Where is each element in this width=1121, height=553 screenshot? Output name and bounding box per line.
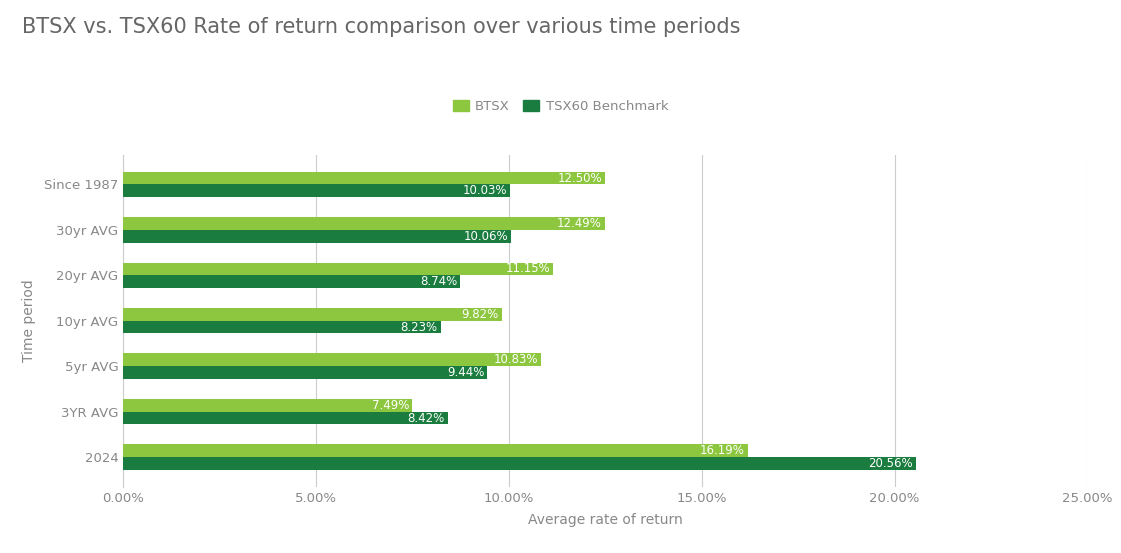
Bar (123, 399, 413, 411)
Text: 16.19%: 16.19% (700, 444, 744, 457)
Text: 10.83%: 10.83% (493, 353, 538, 366)
Bar (123, 263, 554, 275)
Text: BTSX vs. TSX60 Rate of return comparison over various time periods: BTSX vs. TSX60 Rate of return comparison… (22, 17, 741, 36)
Y-axis label: Time period: Time period (22, 279, 36, 362)
Bar (123, 171, 605, 184)
Legend: BTSX, TSX60 Benchmark: BTSX, TSX60 Benchmark (447, 95, 674, 119)
Bar (123, 353, 541, 366)
Bar (123, 217, 605, 230)
Bar (123, 275, 461, 288)
Text: 11.15%: 11.15% (506, 263, 550, 275)
Bar (123, 184, 510, 197)
Bar (123, 230, 511, 243)
Text: 10.06%: 10.06% (464, 229, 508, 243)
Text: 20.56%: 20.56% (869, 457, 914, 470)
Text: 10.03%: 10.03% (463, 184, 507, 197)
Bar (123, 308, 502, 321)
Text: 8.74%: 8.74% (420, 275, 457, 288)
Bar (123, 457, 916, 470)
X-axis label: Average rate of return: Average rate of return (528, 513, 683, 527)
Bar (123, 321, 441, 333)
Text: 12.49%: 12.49% (557, 217, 602, 230)
Text: 8.23%: 8.23% (400, 321, 437, 333)
Text: 9.44%: 9.44% (447, 366, 484, 379)
Text: 12.50%: 12.50% (557, 171, 602, 185)
Bar (123, 366, 488, 379)
Text: 8.42%: 8.42% (408, 411, 445, 425)
Text: 7.49%: 7.49% (372, 399, 409, 412)
Text: 9.82%: 9.82% (462, 308, 499, 321)
Bar (123, 445, 748, 457)
Bar (123, 411, 448, 424)
